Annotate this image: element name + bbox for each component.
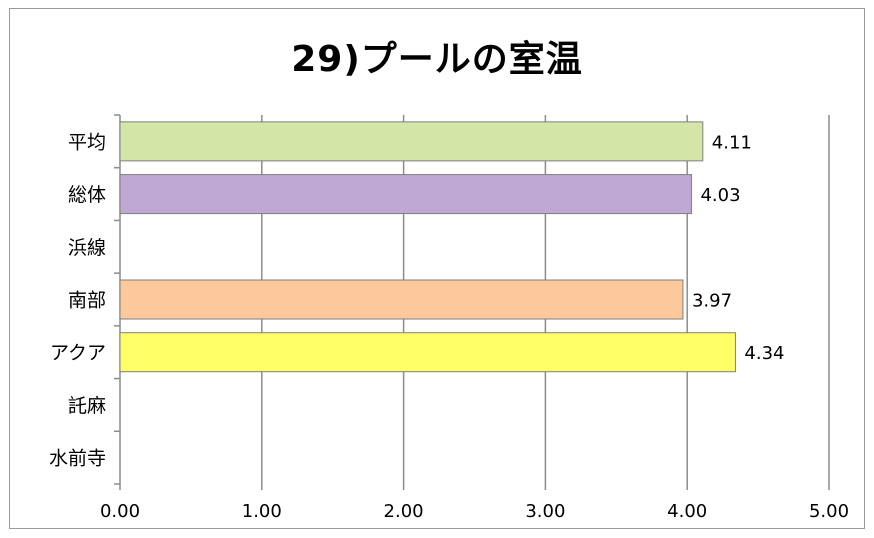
x-tick-label: 5.00: [809, 501, 849, 522]
bar: [119, 121, 704, 162]
x-tick-label: 2.00: [384, 501, 424, 522]
bar: [119, 279, 684, 320]
data-label: 4.03: [700, 185, 740, 206]
data-label: 4.34: [744, 343, 784, 364]
category-label: 浜線: [68, 237, 106, 259]
category-label: 平均: [68, 131, 106, 153]
x-tick-label: 3.00: [525, 501, 565, 522]
bar: [119, 332, 736, 373]
category-label: 総体: [68, 184, 106, 206]
labels: 0.00 1.00 2.00 3.00 4.00 5.00 平均 4.11 総体 4.03 浜線南部…: [49, 131, 849, 522]
x-tick-label: 4.00: [667, 501, 707, 522]
x-tick-label: 1.00: [242, 501, 282, 522]
category-label: 託麻: [68, 395, 106, 417]
chart-frame: [9, 8, 865, 529]
x-tick-label: 0.00: [100, 501, 140, 522]
category-label: 南部: [68, 290, 106, 312]
data-label: 3.97: [692, 291, 732, 312]
category-label: 水前寺: [49, 448, 106, 470]
bar: [119, 174, 692, 215]
chart-title: 29)プールの室温: [291, 39, 583, 80]
data-label: 4.11: [712, 132, 752, 153]
category-label: アクア: [50, 342, 106, 364]
bars: [119, 121, 736, 373]
